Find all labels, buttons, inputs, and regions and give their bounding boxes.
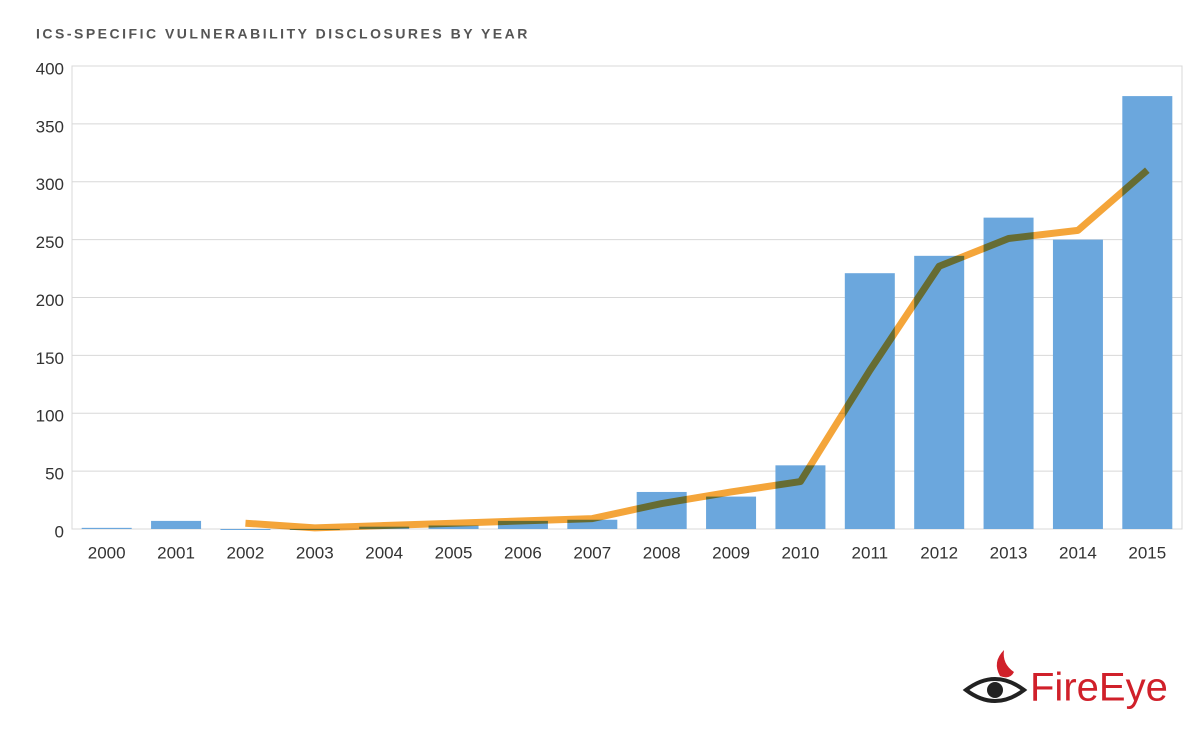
bar (220, 529, 271, 530)
bar (914, 255, 965, 529)
y-tick-label: 250 (36, 233, 64, 252)
x-tick-label: 2010 (782, 543, 820, 562)
x-tick-label: 2000 (88, 543, 126, 562)
y-tick-label: 350 (36, 117, 64, 136)
x-tick-label: 2011 (852, 543, 889, 562)
y-tick-label: 200 (36, 291, 64, 310)
x-tick-label: 2015 (1128, 543, 1166, 562)
bar (428, 525, 479, 529)
x-tick-label: 2003 (296, 543, 334, 562)
x-tick-label: 2007 (573, 543, 611, 562)
logo-icon (962, 650, 1028, 703)
logo-text: FireEye (1030, 666, 1168, 710)
bar (1122, 96, 1173, 529)
x-tick-label: 2014 (1059, 543, 1097, 562)
y-tick-label: 400 (36, 59, 64, 78)
y-tick-label: 50 (45, 465, 64, 484)
x-tick-label: 2012 (920, 543, 958, 562)
x-tick-label: 2004 (365, 543, 403, 562)
x-tick-label: 2006 (504, 543, 542, 562)
y-tick-label: 150 (36, 349, 64, 368)
x-tick-label: 2008 (643, 543, 681, 562)
x-tick-label: 2013 (990, 543, 1028, 562)
bar (1052, 239, 1103, 529)
bar (81, 527, 132, 529)
bar (497, 520, 548, 529)
bar (775, 465, 826, 529)
y-tick-label: 300 (36, 175, 64, 194)
line (245, 167, 1150, 532)
x-tick-label: 2005 (435, 543, 473, 562)
chart-title: ICS-SPECIFIC VULNERABILITY DISCLOSURES B… (36, 26, 530, 42)
bar (706, 496, 757, 529)
x-tick-label: 2009 (712, 543, 750, 562)
x-tick-label: 2001 (157, 543, 195, 562)
x-tick-label: 2002 (227, 543, 265, 562)
bar (151, 520, 202, 529)
bar (983, 217, 1034, 529)
y-tick-label: 0 (55, 522, 64, 541)
y-tick-label: 100 (36, 407, 64, 426)
bar (567, 519, 618, 529)
